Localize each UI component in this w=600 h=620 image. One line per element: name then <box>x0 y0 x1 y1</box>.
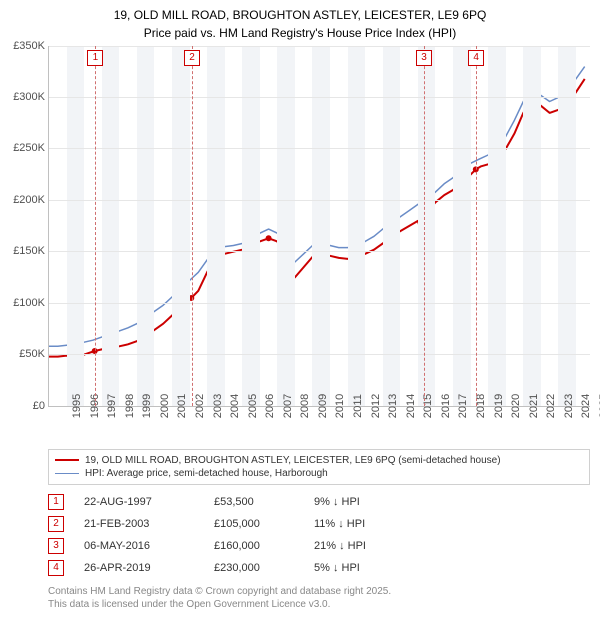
sale-marker-line <box>192 46 193 406</box>
legend-label-price-paid: 19, OLD MILL ROAD, BROUGHTON ASTLEY, LEI… <box>85 455 501 466</box>
sale-row-num: 4 <box>48 560 64 576</box>
y-gridline <box>49 251 590 252</box>
year-band <box>418 46 436 406</box>
y-tick-label: £350K <box>13 40 49 52</box>
sale-row-price: £53,500 <box>214 496 294 508</box>
year-band <box>523 46 541 406</box>
footer: Contains HM Land Registry data © Crown c… <box>48 585 590 611</box>
sale-row-date: 06-MAY-2016 <box>84 540 194 552</box>
sale-row-diff: 21% ↓ HPI <box>314 540 404 552</box>
sale-marker-badge: 2 <box>184 50 200 66</box>
sale-marker-badge: 1 <box>87 50 103 66</box>
footer-line2: This data is licensed under the Open Gov… <box>48 598 590 611</box>
sale-marker-line <box>476 46 477 406</box>
year-band <box>383 46 401 406</box>
sale-row: 1 22-AUG-1997 £53,500 9% ↓ HPI <box>48 491 590 513</box>
y-gridline <box>49 97 590 98</box>
year-band <box>242 46 260 406</box>
sale-row-diff: 9% ↓ HPI <box>314 496 404 508</box>
plot-area: £0£50K£100K£150K£200K£250K£300K£350K1995… <box>48 46 590 407</box>
sale-row: 4 26-APR-2019 £230,000 5% ↓ HPI <box>48 557 590 579</box>
y-gridline <box>49 354 590 355</box>
sale-row-price: £230,000 <box>214 562 294 574</box>
y-tick-label: £0 <box>33 400 49 412</box>
year-band <box>207 46 225 406</box>
year-band <box>312 46 330 406</box>
y-tick-label: £150K <box>13 245 49 257</box>
y-tick-label: £250K <box>13 142 49 154</box>
year-band <box>453 46 471 406</box>
sale-row-price: £160,000 <box>214 540 294 552</box>
year-band <box>67 46 85 406</box>
series-dot-price_paid <box>266 235 272 241</box>
sale-row-diff: 5% ↓ HPI <box>314 562 404 574</box>
sale-row-date: 21-FEB-2003 <box>84 518 194 530</box>
year-band <box>102 46 120 406</box>
footer-line1: Contains HM Land Registry data © Crown c… <box>48 585 590 598</box>
chart-title-line2: Price paid vs. HM Land Registry's House … <box>0 26 600 46</box>
year-band <box>137 46 155 406</box>
sale-row-date: 22-AUG-1997 <box>84 496 194 508</box>
legend-swatch-hpi <box>55 473 79 474</box>
y-gridline <box>49 303 590 304</box>
y-tick-label: £50K <box>19 348 49 360</box>
sale-row-num: 1 <box>48 494 64 510</box>
chart-container: 19, OLD MILL ROAD, BROUGHTON ASTLEY, LEI… <box>0 0 600 611</box>
y-tick-label: £100K <box>13 297 49 309</box>
y-tick-label: £200K <box>13 194 49 206</box>
legend-swatch-price-paid <box>55 459 79 461</box>
chart-title-line1: 19, OLD MILL ROAD, BROUGHTON ASTLEY, LEI… <box>0 0 600 26</box>
year-band <box>277 46 295 406</box>
sale-row-price: £105,000 <box>214 518 294 530</box>
sale-row-num: 2 <box>48 516 64 532</box>
legend-item-price-paid: 19, OLD MILL ROAD, BROUGHTON ASTLEY, LEI… <box>55 454 583 467</box>
x-tick-label: 2025 <box>576 393 600 417</box>
year-band <box>172 46 190 406</box>
sale-row: 2 21-FEB-2003 £105,000 11% ↓ HPI <box>48 513 590 535</box>
sale-row: 3 06-MAY-2016 £160,000 21% ↓ HPI <box>48 535 590 557</box>
y-gridline <box>49 46 590 47</box>
legend: 19, OLD MILL ROAD, BROUGHTON ASTLEY, LEI… <box>48 449 590 485</box>
sale-marker-badge: 3 <box>416 50 432 66</box>
sale-marker-badge: 4 <box>468 50 484 66</box>
y-gridline <box>49 148 590 149</box>
sale-row-diff: 11% ↓ HPI <box>314 518 404 530</box>
year-band <box>488 46 506 406</box>
sales-table: 1 22-AUG-1997 £53,500 9% ↓ HPI 2 21-FEB-2003 £… <box>48 491 590 579</box>
y-gridline <box>49 200 590 201</box>
y-tick-label: £300K <box>13 91 49 103</box>
sale-row-date: 26-APR-2019 <box>84 562 194 574</box>
sale-marker-line <box>424 46 425 406</box>
year-band <box>348 46 366 406</box>
sale-row-num: 3 <box>48 538 64 554</box>
year-band <box>558 46 576 406</box>
legend-item-hpi: HPI: Average price, semi-detached house,… <box>55 467 583 480</box>
sale-marker-line <box>95 46 96 406</box>
legend-label-hpi: HPI: Average price, semi-detached house,… <box>85 468 328 479</box>
